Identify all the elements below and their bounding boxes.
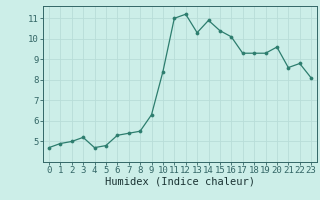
X-axis label: Humidex (Indice chaleur): Humidex (Indice chaleur) [105, 177, 255, 187]
